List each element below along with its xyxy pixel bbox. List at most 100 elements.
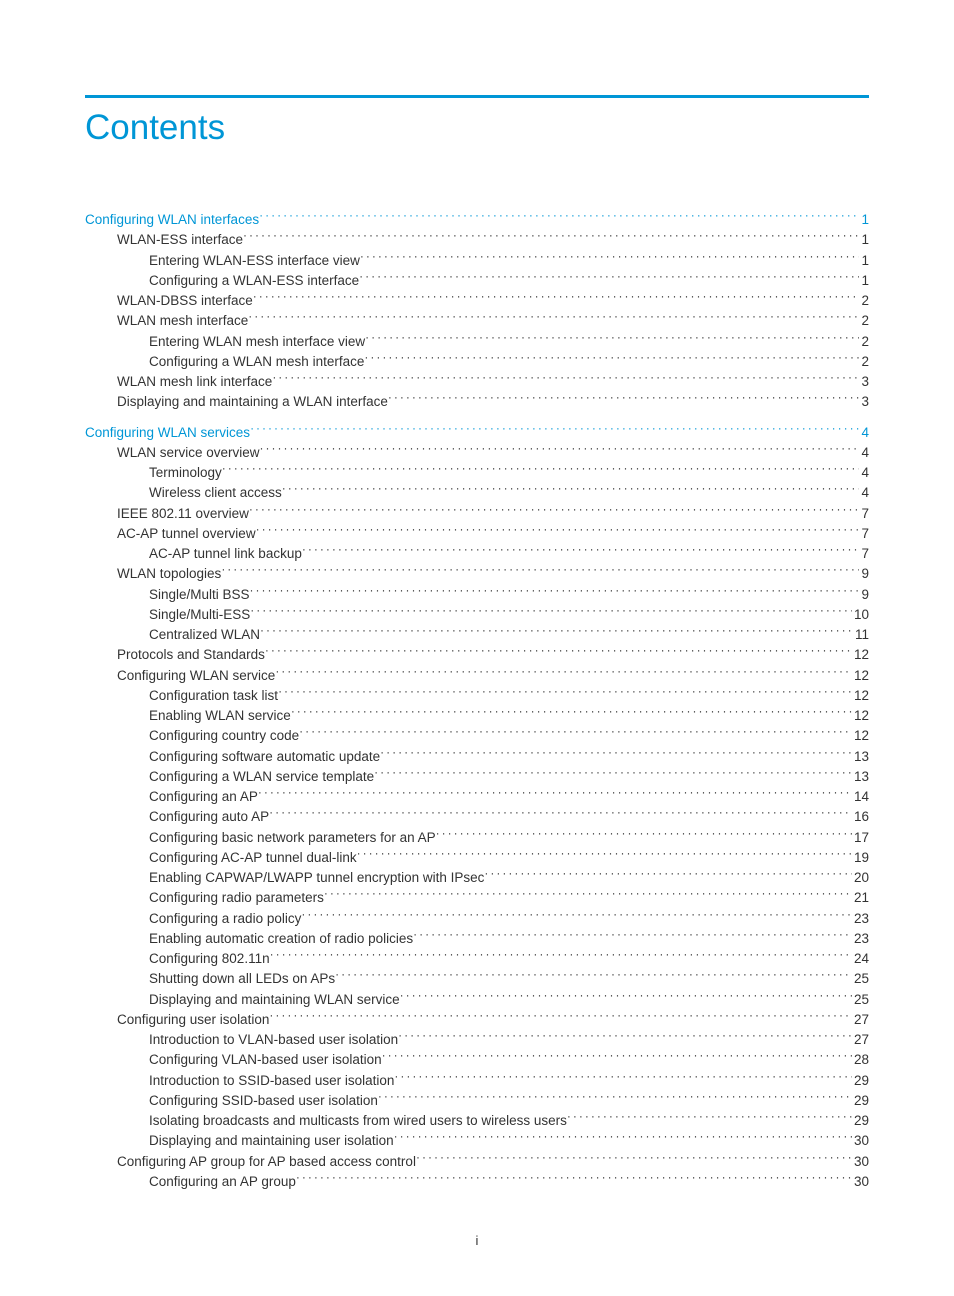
toc-leader-dots — [374, 767, 852, 781]
toc-entry[interactable]: WLAN service overview 4 — [85, 443, 869, 463]
toc-entry[interactable]: Configuring WLAN service 12 — [85, 666, 869, 686]
toc-entry-label: IEEE 802.11 overview — [117, 504, 249, 524]
toc-entry-label: WLAN mesh link interface — [117, 372, 272, 392]
toc-entry[interactable]: WLAN topologies 9 — [85, 564, 869, 584]
toc-entry-label: Single/Multi-ESS — [149, 605, 250, 625]
toc-leader-dots — [413, 929, 852, 943]
toc-entry-label: WLAN service overview — [117, 443, 260, 463]
toc-entry-page: 14 — [852, 787, 869, 807]
toc-leader-dots — [388, 393, 860, 407]
toc-leader-dots — [259, 211, 859, 225]
toc-leader-dots — [250, 605, 852, 619]
toc-entry-label: Configuring user isolation — [117, 1010, 269, 1030]
toc-entry-page: 4 — [859, 423, 869, 443]
page-footer-number: i — [0, 1233, 954, 1248]
toc-leader-dots — [275, 666, 852, 680]
toc-leader-dots — [359, 271, 859, 285]
toc-entry-page: 11 — [853, 625, 869, 645]
toc-entry-page: 7 — [859, 504, 869, 524]
toc-entry-label: Configuring a WLAN service template — [149, 767, 374, 787]
toc-entry[interactable]: Centralized WLAN 11 — [85, 625, 869, 645]
toc-leader-dots — [299, 727, 852, 741]
toc-entry[interactable]: Configuring country code 12 — [85, 726, 869, 746]
toc-leader-dots — [484, 869, 852, 883]
toc-leader-dots — [278, 686, 852, 700]
toc-entry[interactable]: Configuring an AP group 30 — [85, 1172, 869, 1192]
toc-entry-label: Shutting down all LEDs on APs — [149, 969, 335, 989]
toc-entry-label: Wireless client access — [149, 483, 282, 503]
toc-entry[interactable]: Single/Multi-ESS 10 — [85, 605, 869, 625]
toc-leader-dots — [269, 1010, 852, 1024]
toc-entry[interactable]: Wireless client access 4 — [85, 483, 869, 503]
toc-leader-dots — [567, 1112, 852, 1126]
toc-entry[interactable]: Configuring SSID-based user isolation 29 — [85, 1091, 869, 1111]
toc-entry-page: 12 — [852, 706, 869, 726]
toc-entry[interactable]: AC-AP tunnel overview 7 — [85, 524, 869, 544]
toc-leader-dots — [378, 1091, 852, 1105]
toc-leader-dots — [301, 909, 852, 923]
toc-leader-dots — [335, 970, 852, 984]
toc-entry[interactable]: Configuring AC-AP tunnel dual-link 19 — [85, 848, 869, 868]
toc-entry[interactable]: Shutting down all LEDs on APs 25 — [85, 969, 869, 989]
toc-entry-page: 12 — [852, 645, 869, 665]
toc-entry[interactable]: Configuring 802.11n 24 — [85, 949, 869, 969]
toc-entry-label: Configuring a radio policy — [149, 909, 301, 929]
toc-leader-dots — [222, 464, 860, 478]
toc-entry-label: Configuring WLAN services — [85, 423, 250, 443]
toc-entry[interactable]: Configuring user isolation 27 — [85, 1010, 869, 1030]
toc-entry[interactable]: Introduction to SSID-based user isolatio… — [85, 1071, 869, 1091]
toc-entry[interactable]: Configuring software automatic update 13 — [85, 747, 869, 767]
toc-entry[interactable]: Isolating broadcasts and multicasts from… — [85, 1111, 869, 1131]
page-title: Contents — [85, 108, 869, 148]
toc-entry[interactable]: WLAN-DBSS interface 2 — [85, 291, 869, 311]
toc-entry[interactable]: Configuring basic network parameters for… — [85, 828, 869, 848]
toc-entry-page: 4 — [859, 443, 869, 463]
toc-entry-page: 25 — [852, 969, 869, 989]
toc-entry[interactable]: Configuring WLAN services 4 — [85, 423, 869, 443]
toc-entry-label: Configuration task list — [149, 686, 278, 706]
toc-leader-dots — [243, 231, 859, 245]
toc-entry[interactable]: Protocols and Standards 12 — [85, 645, 869, 665]
toc-entry[interactable]: Enabling WLAN service 12 — [85, 706, 869, 726]
toc-entry[interactable]: Entering WLAN mesh interface view 2 — [85, 332, 869, 352]
toc-entry[interactable]: Configuring a WLAN mesh interface 2 — [85, 352, 869, 372]
toc-leader-dots — [382, 1051, 852, 1065]
toc-entry[interactable]: Displaying and maintaining WLAN service … — [85, 990, 869, 1010]
toc-entry-page: 1 — [859, 251, 869, 271]
toc-entry[interactable]: Configuring a radio policy 23 — [85, 909, 869, 929]
toc-entry[interactable]: Introduction to VLAN-based user isolatio… — [85, 1030, 869, 1050]
toc-entry-page: 4 — [859, 463, 869, 483]
toc-entry[interactable]: WLAN-ESS interface 1 — [85, 230, 869, 250]
toc-entry-page: 7 — [859, 544, 869, 564]
toc-entry[interactable]: Configuring a WLAN service template 13 — [85, 767, 869, 787]
toc-entry[interactable]: Configuring AP group for AP based access… — [85, 1152, 869, 1172]
toc-entry[interactable]: Displaying and maintaining a WLAN interf… — [85, 392, 869, 412]
toc-entry[interactable]: Single/Multi BSS 9 — [85, 585, 869, 605]
toc-entry[interactable]: Configuring an AP 14 — [85, 787, 869, 807]
toc-entry[interactable]: WLAN mesh interface 2 — [85, 311, 869, 331]
toc-entry-label: Enabling automatic creation of radio pol… — [149, 929, 413, 949]
toc-entry[interactable]: Configuring a WLAN-ESS interface 1 — [85, 271, 869, 291]
toc-entry[interactable]: Configuring WLAN interfaces 1 — [85, 210, 869, 230]
toc-entry[interactable]: Configuring radio parameters 21 — [85, 888, 869, 908]
toc-entry[interactable]: IEEE 802.11 overview 7 — [85, 504, 869, 524]
toc-entry-label: Isolating broadcasts and multicasts from… — [149, 1111, 567, 1131]
horizontal-rule-accent — [85, 95, 869, 98]
toc-entry[interactable]: Terminology 4 — [85, 463, 869, 483]
toc-entry[interactable]: Configuring auto AP 16 — [85, 807, 869, 827]
toc-entry[interactable]: Configuration task list 12 — [85, 686, 869, 706]
toc-entry[interactable]: Configuring VLAN-based user isolation 28 — [85, 1050, 869, 1070]
toc-entry-label: Entering WLAN mesh interface view — [149, 332, 365, 352]
toc-entry[interactable]: WLAN mesh link interface 3 — [85, 372, 869, 392]
toc-entry[interactable]: Enabling automatic creation of radio pol… — [85, 929, 869, 949]
toc-entry-page: 3 — [859, 392, 869, 412]
toc-entry[interactable]: Displaying and maintaining user isolatio… — [85, 1131, 869, 1151]
toc-entry-label: Displaying and maintaining WLAN service — [149, 990, 400, 1010]
toc-entry[interactable]: AC-AP tunnel link backup 7 — [85, 544, 869, 564]
toc-entry-page: 7 — [859, 524, 869, 544]
toc-entry-label: Centralized WLAN — [149, 625, 260, 645]
toc-entry-page: 1 — [859, 210, 869, 230]
toc-leader-dots — [380, 747, 852, 761]
toc-entry[interactable]: Entering WLAN-ESS interface view 1 — [85, 251, 869, 271]
toc-entry[interactable]: Enabling CAPWAP/LWAPP tunnel encryption … — [85, 868, 869, 888]
